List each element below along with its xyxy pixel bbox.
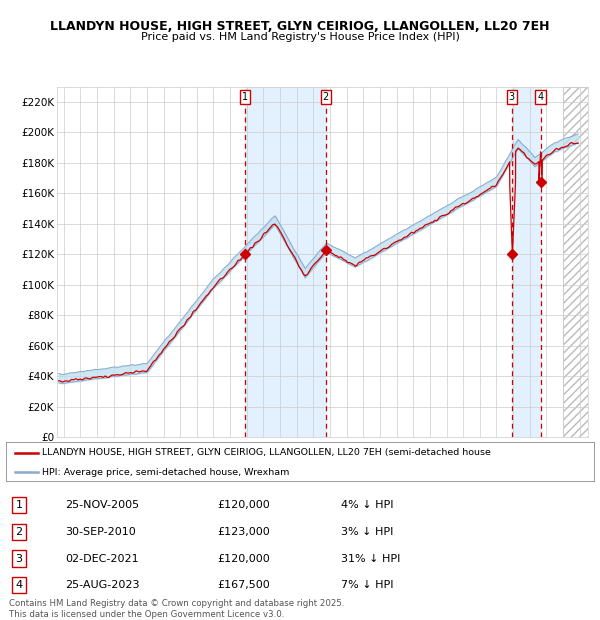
Text: 1: 1 <box>242 92 248 102</box>
Text: 2: 2 <box>16 527 22 537</box>
Text: 30-SEP-2010: 30-SEP-2010 <box>65 527 136 537</box>
Text: LLANDYN HOUSE, HIGH STREET, GLYN CEIRIOG, LLANGOLLEN, LL20 7EH: LLANDYN HOUSE, HIGH STREET, GLYN CEIRIOG… <box>50 20 550 33</box>
Text: £123,000: £123,000 <box>218 527 271 537</box>
Text: £120,000: £120,000 <box>218 500 271 510</box>
Text: 4% ↓ HPI: 4% ↓ HPI <box>341 500 394 510</box>
Text: 4: 4 <box>538 92 544 102</box>
Text: £167,500: £167,500 <box>218 580 271 590</box>
Text: HPI: Average price, semi-detached house, Wrexham: HPI: Average price, semi-detached house,… <box>43 467 290 477</box>
Text: LLANDYN HOUSE, HIGH STREET, GLYN CEIRIOG, LLANGOLLEN, LL20 7EH (semi-detached ho: LLANDYN HOUSE, HIGH STREET, GLYN CEIRIOG… <box>43 448 491 458</box>
Text: 3% ↓ HPI: 3% ↓ HPI <box>341 527 394 537</box>
Text: Price paid vs. HM Land Registry's House Price Index (HPI): Price paid vs. HM Land Registry's House … <box>140 32 460 42</box>
Bar <box>245 87 326 437</box>
Text: 25-AUG-2023: 25-AUG-2023 <box>65 580 139 590</box>
Bar <box>563 87 588 437</box>
Text: 3: 3 <box>16 554 22 564</box>
Text: 4: 4 <box>16 580 22 590</box>
Text: 02-DEC-2021: 02-DEC-2021 <box>65 554 139 564</box>
Text: 2: 2 <box>323 92 329 102</box>
Text: 3: 3 <box>509 92 515 102</box>
Text: 31% ↓ HPI: 31% ↓ HPI <box>341 554 401 564</box>
Text: Contains HM Land Registry data © Crown copyright and database right 2025.
This d: Contains HM Land Registry data © Crown c… <box>9 600 344 619</box>
Bar <box>512 87 541 437</box>
Text: 7% ↓ HPI: 7% ↓ HPI <box>341 580 394 590</box>
Text: £120,000: £120,000 <box>218 554 271 564</box>
Text: 1: 1 <box>16 500 22 510</box>
Text: 25-NOV-2005: 25-NOV-2005 <box>65 500 139 510</box>
